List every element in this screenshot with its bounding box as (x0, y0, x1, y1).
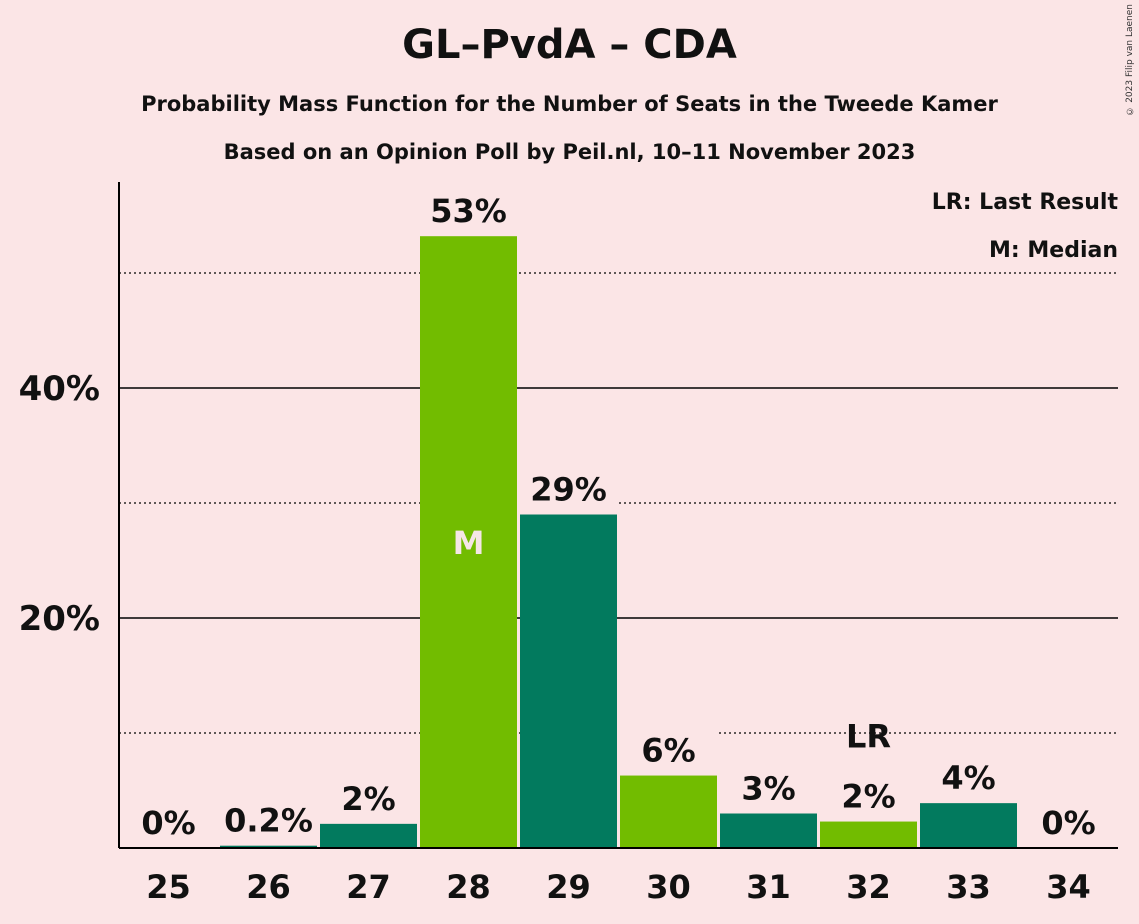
x-tick-label: 32 (846, 868, 891, 906)
label-backdrop (218, 785, 319, 846)
gridlines: 20% 40% (19, 176, 1118, 846)
label-backdrop (718, 753, 819, 814)
bar-value-label: 0% (141, 804, 195, 842)
bar-seats-32 (820, 821, 917, 848)
bar-value-label: 6% (641, 732, 695, 770)
label-backdrop (318, 763, 419, 824)
chart-title: GL–PvdA – CDA (402, 22, 737, 68)
label-backdrop (918, 743, 1019, 804)
bar-value-label: 2% (841, 778, 895, 816)
x-tick-label: 31 (746, 868, 791, 906)
legend-median: M: Median (989, 238, 1118, 263)
x-tick-label: 26 (246, 868, 291, 906)
label-backdrop (418, 176, 519, 237)
bar-value-label: 4% (941, 759, 995, 797)
x-tick-label: 29 (546, 868, 591, 906)
x-tick-label: 33 (946, 868, 991, 906)
label-backdrop (618, 715, 719, 776)
bar-value-label: 53% (430, 192, 507, 230)
bar-seats-31 (720, 813, 817, 848)
bars (220, 236, 1017, 848)
axes (118, 182, 1118, 849)
x-tick-label: 28 (446, 868, 491, 906)
chart-subtitle: Probability Mass Function for the Number… (141, 92, 998, 116)
bar-value-label: 3% (741, 770, 795, 808)
label-backdrop (518, 454, 619, 515)
bar-value-label: 0% (1041, 804, 1095, 842)
bar-seats-33 (920, 803, 1017, 848)
x-tick-label: 34 (1046, 868, 1091, 906)
bar-value-label: 0.2% (224, 802, 313, 840)
x-tick-label: 27 (346, 868, 391, 906)
median-marker: M (453, 524, 485, 562)
bar-value-label: 2% (341, 780, 395, 818)
bar-seats-26 (220, 845, 317, 848)
bar-seats-27 (320, 823, 417, 848)
x-tick-label: 25 (146, 868, 191, 906)
legend-last-result: LR: Last Result (932, 190, 1119, 215)
value-labels: 0% 25 0.2% 26 2% 27 53% 28 M 29% 29 6% 30 3% 31 2% 32 LR 4… (141, 192, 1095, 906)
last-result-marker: LR (846, 718, 891, 756)
bar-seats-29 (520, 514, 617, 848)
bar-value-label: 29% (530, 471, 607, 509)
bar-seats-28 (420, 236, 517, 848)
y-tick-label: 20% (19, 599, 100, 639)
bar-seats-30 (620, 775, 717, 848)
label-backdrop (818, 761, 919, 822)
x-tick-label: 30 (646, 868, 691, 906)
y-tick-label: 40% (19, 369, 100, 409)
chart-subtitle-source: Based on an Opinion Poll by Peil.nl, 10–… (223, 140, 916, 164)
